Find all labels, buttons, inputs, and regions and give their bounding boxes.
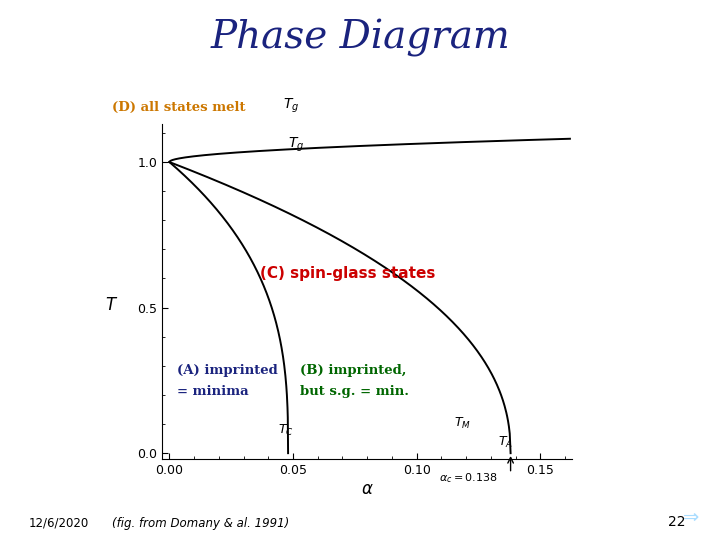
Text: but s.g. = min.: but s.g. = min. bbox=[300, 385, 410, 398]
Text: (C) spin-glass states: (C) spin-glass states bbox=[260, 267, 435, 281]
Text: $T_M$: $T_M$ bbox=[454, 416, 471, 431]
Text: $T_g$: $T_g$ bbox=[288, 136, 305, 154]
Text: = minima: = minima bbox=[177, 385, 248, 398]
Text: (A) imprinted: (A) imprinted bbox=[177, 364, 278, 377]
Text: (B) imprinted,: (B) imprinted, bbox=[300, 364, 407, 377]
Text: $\alpha_c = 0.138$: $\alpha_c = 0.138$ bbox=[439, 471, 498, 484]
Text: $T_C$: $T_C$ bbox=[278, 423, 294, 438]
Text: 22: 22 bbox=[668, 516, 685, 530]
Text: $T_g$: $T_g$ bbox=[283, 97, 300, 115]
Text: $T_A$: $T_A$ bbox=[498, 435, 513, 450]
Text: (D) all states melt: (D) all states melt bbox=[112, 100, 245, 114]
X-axis label: α: α bbox=[361, 480, 373, 498]
Text: (fig. from Domany & al. 1991): (fig. from Domany & al. 1991) bbox=[112, 516, 289, 530]
Text: Phase Diagram: Phase Diagram bbox=[210, 19, 510, 57]
Text: $T$: $T$ bbox=[105, 296, 118, 314]
Text: 12/6/2020: 12/6/2020 bbox=[29, 516, 89, 530]
Text: ⇒: ⇒ bbox=[683, 508, 699, 526]
